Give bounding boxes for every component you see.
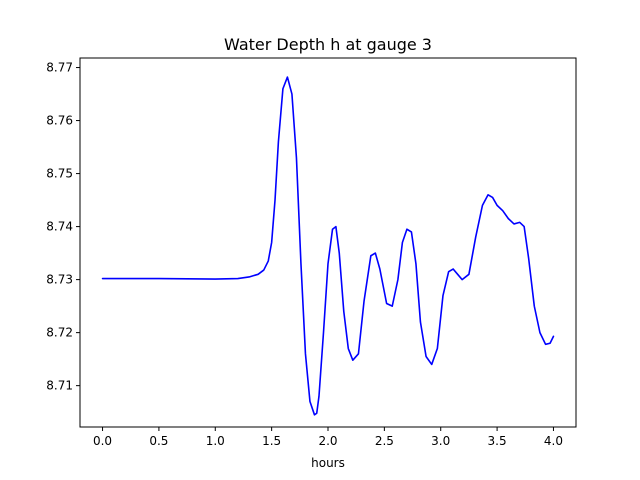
y-tick-label: 8.73 — [46, 273, 73, 287]
plot-area — [79, 57, 577, 428]
y-tick-label: 8.77 — [46, 61, 73, 75]
y-tick-label: 8.76 — [46, 114, 73, 128]
x-tick-label: 1.0 — [206, 434, 225, 448]
x-tick-label: 4.0 — [544, 434, 563, 448]
x-axis-label: hours — [311, 456, 345, 470]
y-tick-label: 8.75 — [46, 167, 73, 181]
y-tick-label: 8.72 — [46, 326, 73, 340]
y-tick-label: 8.74 — [46, 220, 73, 234]
x-tick-label: 3.5 — [488, 434, 507, 448]
chart-title: Water Depth h at gauge 3 — [224, 35, 432, 54]
y-axis: 8.71 8.72 8.73 8.74 8.75 8.76 8.77 — [46, 61, 80, 393]
x-tick-label: 2.5 — [375, 434, 394, 448]
y-tick-label: 8.71 — [46, 379, 73, 393]
x-tick-label: 2.0 — [318, 434, 337, 448]
x-tick-label: 3.0 — [431, 434, 450, 448]
axes-frame — [79, 57, 577, 428]
x-axis: 0.0 0.5 1.0 1.5 2.0 2.5 3.0 3.5 4.0 — [93, 427, 563, 448]
x-tick-label: 1.5 — [262, 434, 281, 448]
water-depth-series-line — [101, 76, 555, 416]
x-tick-label: 0.0 — [93, 434, 112, 448]
x-tick-label: 0.5 — [149, 434, 168, 448]
